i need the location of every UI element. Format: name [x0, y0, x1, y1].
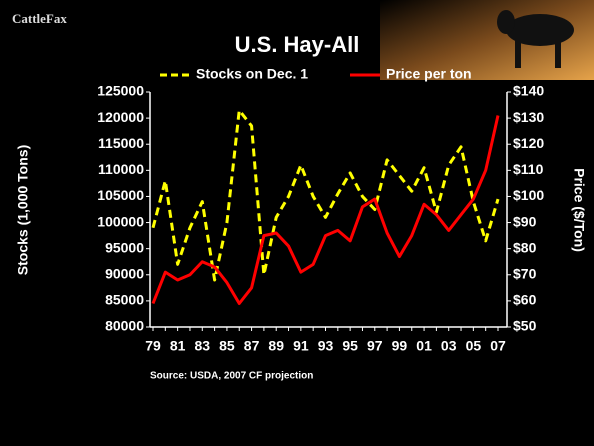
y-tick-label: 110000: [98, 161, 144, 177]
y2-tick-label: $110: [513, 161, 544, 177]
x-tick-label: 85: [219, 338, 235, 354]
y-tick-label: 120000: [97, 109, 144, 125]
y2-tick-label: $90: [513, 213, 537, 229]
y-tick-label: 115000: [98, 135, 144, 151]
x-tick-label: 97: [367, 338, 383, 354]
y-tick-label: 100000: [97, 213, 144, 229]
x-tick-label: 03: [441, 338, 457, 354]
x-tick-label: 93: [318, 338, 334, 354]
x-tick-label: 89: [268, 338, 284, 354]
y2-axis-label: Price ($/Ton): [571, 168, 587, 252]
x-tick-label: 01: [416, 338, 432, 354]
y-tick-label: 85000: [105, 292, 144, 308]
y-tick-label: 105000: [97, 187, 144, 203]
y2-tick-label: $120: [513, 135, 544, 151]
legend-label: Price per ton: [386, 66, 472, 82]
y2-tick-label: $80: [513, 239, 537, 255]
x-tick-label: 81: [170, 338, 186, 354]
legend-label: Stocks on Dec. 1: [196, 66, 308, 82]
x-tick-label: 95: [342, 338, 358, 354]
y-tick-label: 125000: [97, 83, 144, 99]
source-note: Source: USDA, 2007 CF projection: [150, 371, 313, 382]
y2-tick-label: $70: [513, 265, 537, 281]
y-axis-label: Stocks (1,000 Tons): [15, 145, 31, 275]
x-tick-label: 07: [490, 338, 506, 354]
slide: CattleFax U.S. Hay-All Source: USDA, 200…: [0, 0, 594, 446]
chart-title: U.S. Hay-All: [235, 32, 360, 57]
y2-tick-label: $60: [513, 292, 537, 308]
y2-tick-label: $130: [513, 109, 544, 125]
y2-tick-label: $140: [513, 83, 544, 99]
x-tick-label: 79: [145, 338, 161, 354]
x-tick-label: 91: [293, 338, 309, 354]
y2-tick-label: $50: [513, 318, 537, 334]
x-tick-label: 83: [194, 338, 210, 354]
y-tick-label: 90000: [105, 265, 144, 281]
x-tick-label: 87: [244, 338, 260, 354]
x-tick-label: 99: [392, 338, 408, 354]
y-tick-label: 95000: [105, 239, 144, 255]
y2-tick-label: $100: [513, 187, 544, 203]
x-tick-label: 05: [466, 338, 482, 354]
logo: CattleFax: [12, 11, 67, 26]
y-tick-label: 80000: [105, 318, 144, 334]
